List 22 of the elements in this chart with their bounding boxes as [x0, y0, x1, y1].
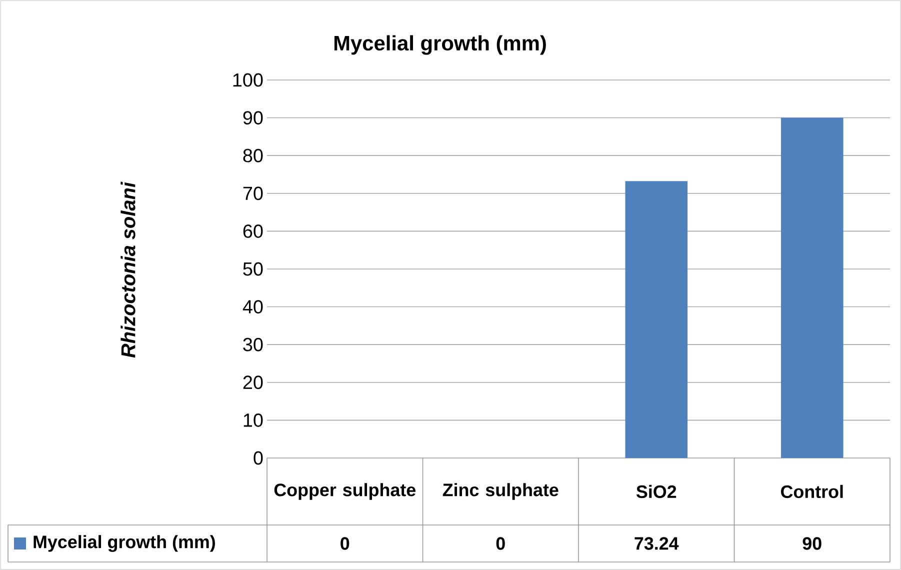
y-tick-label: 50 — [243, 262, 263, 276]
chart-title: Mycelial growth (mm) — [334, 35, 546, 55]
data-label: 90 — [802, 537, 822, 550]
x-tick-label: SiO2 — [636, 484, 676, 498]
y-tick-label: 30 — [243, 338, 263, 352]
y-axis-title: Rhizoctonia solani — [120, 182, 136, 358]
y-tick-label: 60 — [243, 224, 263, 238]
data-label: 73.24 — [634, 537, 679, 550]
data-label: 0 — [340, 537, 350, 550]
y-tick-label: 80 — [243, 148, 263, 162]
y-tick-label: 100 — [233, 73, 263, 87]
y-tick-label: 90 — [243, 111, 263, 124]
data-label: 0 — [496, 537, 505, 550]
y-tick-label: 10 — [244, 413, 263, 427]
legend-label: Mycelial growth (mm) — [34, 535, 215, 552]
y-tick-label: 0 — [254, 451, 263, 465]
x-tick-label: Zinc sulphate — [442, 483, 558, 500]
y-tick-label: 40 — [242, 300, 263, 314]
y-tick-label: 20 — [243, 376, 263, 390]
y-tick-label: 70 — [243, 186, 263, 200]
x-tick-label: Copper sulphate — [274, 483, 416, 500]
x-tick-label: Control — [780, 484, 843, 498]
